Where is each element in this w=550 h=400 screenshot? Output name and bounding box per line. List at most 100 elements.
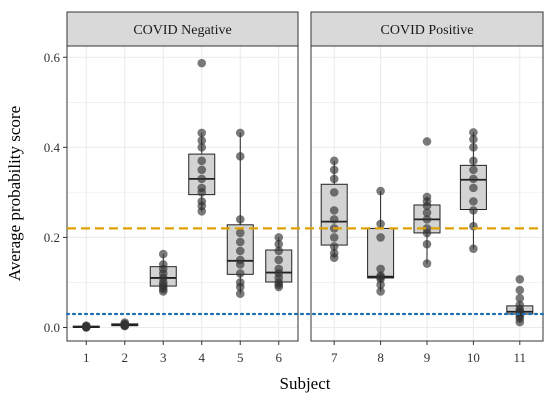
data-point (329, 215, 339, 224)
data-point (197, 58, 207, 68)
data-point (197, 128, 207, 138)
strip-title-negative: COVID Negative (133, 23, 231, 38)
panel-marks (320, 128, 534, 327)
boxplot-subject-6 (265, 233, 293, 292)
data-point (274, 264, 284, 274)
data-point (422, 192, 432, 202)
panel-background (67, 46, 298, 341)
data-point (376, 287, 385, 296)
boxplot-subject-2 (111, 318, 139, 331)
y-tick-label: 0.2 (44, 230, 60, 245)
data-point (329, 206, 339, 215)
data-point (329, 165, 339, 175)
panel-grid (67, 46, 298, 341)
data-point (376, 219, 385, 229)
boxplot-subject-9 (413, 137, 441, 268)
data-point (469, 183, 478, 193)
data-point (422, 224, 432, 233)
data-point (235, 215, 245, 224)
data-point (469, 156, 478, 166)
data-point (422, 239, 432, 249)
panel-marks (72, 58, 293, 332)
y-tick-label: 0.0 (44, 320, 60, 335)
boxplot-subject-10 (459, 128, 487, 253)
data-point (274, 239, 284, 249)
data-point (197, 156, 207, 166)
data-point (235, 237, 245, 247)
x-tick-label: 1 (83, 350, 90, 365)
data-point (120, 318, 130, 327)
data-point (235, 289, 245, 299)
data-point (274, 255, 284, 265)
facet-covid-negative: COVID Negative (66, 11, 299, 342)
x-tick-label: 11 (514, 350, 527, 365)
data-point (197, 197, 207, 206)
y-axis-title: Average probability score (5, 106, 24, 281)
data-point (329, 248, 339, 258)
data-point (329, 156, 339, 166)
data-point (158, 249, 168, 259)
data-point (235, 228, 245, 238)
data-point (81, 321, 91, 330)
x-tick-label: 9 (424, 350, 431, 365)
data-point (235, 246, 245, 256)
data-point (469, 134, 478, 144)
data-point (274, 233, 284, 242)
data-point (329, 174, 339, 184)
data-point (197, 143, 207, 152)
x-tick-label: 4 (199, 350, 206, 365)
reference-lines (65, 227, 545, 316)
strip-background (66, 11, 299, 47)
data-point (422, 208, 432, 217)
data-point (197, 165, 207, 175)
data-point (515, 300, 525, 310)
boxplot-subject-3 (149, 249, 177, 296)
data-point (515, 285, 525, 295)
x-axis-title: Subject (280, 374, 331, 393)
data-point (376, 186, 385, 196)
data-point (197, 136, 207, 145)
data-point (376, 233, 385, 242)
data-point (158, 260, 168, 269)
data-point (376, 271, 385, 280)
data-point (515, 274, 525, 284)
x-tick-label: 3 (160, 350, 167, 365)
data-point (422, 215, 432, 224)
y-axis: 0.0 0.2 0.4 0.6 (44, 50, 67, 335)
data-point (469, 143, 478, 152)
data-point (235, 255, 245, 265)
data-point (422, 137, 432, 146)
x-tick-label: 5 (237, 350, 244, 365)
boxplot-subject-5 (226, 128, 254, 299)
x-tick-label: 7 (331, 350, 338, 365)
data-point (274, 246, 284, 256)
data-point (515, 293, 525, 303)
data-point (235, 269, 245, 278)
strip-background (310, 11, 544, 47)
x-axis: 1 2 3 4 5 6 7 8 9 10 11 (83, 341, 526, 365)
data-point (329, 242, 339, 251)
data-point (422, 259, 432, 268)
facet-covid-positive: COVID Positive (310, 11, 544, 342)
data-point (469, 165, 478, 175)
data-point (235, 278, 245, 287)
data-point (329, 188, 339, 197)
y-tick-label: 0.6 (44, 50, 61, 65)
data-point (469, 206, 478, 215)
x-tick-label: 2 (122, 350, 129, 365)
boxplot-subject-1 (72, 321, 100, 332)
data-point (235, 128, 245, 138)
data-point (469, 174, 478, 184)
data-point (197, 183, 207, 193)
boxplot-subject-7 (320, 156, 348, 262)
data-point (376, 264, 385, 274)
data-point (197, 174, 207, 184)
x-tick-label: 8 (377, 350, 384, 365)
data-point (469, 128, 478, 137)
data-point (329, 233, 339, 242)
x-tick-label: 10 (467, 350, 480, 365)
data-point (469, 197, 478, 206)
boxplot-subject-8 (367, 186, 395, 296)
